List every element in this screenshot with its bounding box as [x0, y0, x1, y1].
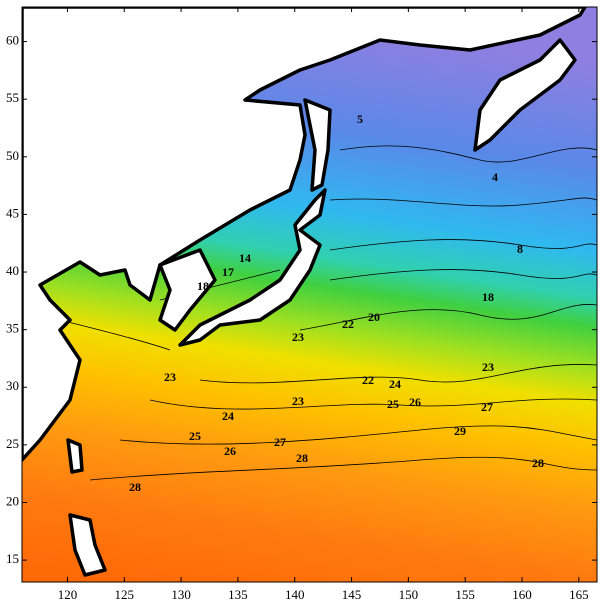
y-tick-label: 40: [6, 263, 19, 278]
contour-label: 25: [189, 429, 201, 443]
contour-label: 18: [482, 290, 494, 304]
x-tick-label: 130: [171, 587, 191, 602]
contour-label: 28: [532, 456, 544, 470]
kamchatka: [473, 38, 577, 152]
y-tick-label: 35: [6, 321, 19, 336]
contour-label: 28: [129, 480, 141, 494]
sakhalin: [303, 98, 332, 192]
x-tick-label: 155: [455, 587, 475, 602]
contour-label: 26: [409, 395, 421, 409]
x-tick-label: 135: [228, 587, 248, 602]
axes: 120 125 130 135 140 145 150 155 160 1651520253035…: [6, 7, 597, 602]
contours: [59, 145, 597, 481]
contour-label: 18: [197, 279, 209, 293]
contour-label: 14: [239, 251, 251, 265]
y-tick-label: 25: [6, 436, 19, 451]
contour-label: 26: [224, 444, 236, 458]
contour-label: 22: [362, 373, 374, 387]
contour-label: 25: [387, 397, 399, 411]
japan: [178, 188, 327, 347]
asia: [22, 7, 587, 462]
y-tick-label: 30: [6, 378, 19, 393]
contour-label: 5: [357, 112, 363, 126]
y-tick-label: 20: [6, 493, 19, 508]
y-tick-label: 50: [6, 148, 19, 163]
contour-label: 24: [222, 409, 234, 423]
contour-label: 29: [454, 424, 466, 438]
x-tick-label: 125: [115, 587, 135, 602]
philippines: [68, 513, 107, 577]
contour-label: 20: [368, 310, 380, 324]
x-tick-label: 120: [58, 587, 78, 602]
contour-label: 27: [274, 435, 286, 449]
contour-label: 4: [492, 170, 498, 184]
y-tick-label: 55: [6, 90, 19, 105]
y-tick-label: 15: [6, 551, 19, 566]
x-tick-label: 145: [342, 587, 362, 602]
contour-label: 24: [389, 377, 401, 391]
plot-area: 23 22 20 22 23 24 25 26 27 23 24 25 26 27 28 29 28 28 18 14…: [22, 7, 597, 582]
contour-label: 8: [517, 242, 523, 256]
korea: [158, 248, 217, 332]
x-tick-label: 150: [399, 587, 419, 602]
y-tick-label: 45: [6, 205, 19, 220]
taiwan: [66, 438, 84, 474]
x-tick-label: 165: [569, 587, 589, 602]
x-tick-label: 140: [285, 587, 305, 602]
contour-label: 28: [296, 451, 308, 465]
x-tick-label: 160: [512, 587, 532, 602]
y-tick-label: 60: [6, 33, 19, 48]
land: [22, 7, 587, 577]
contour-label: 27: [481, 400, 493, 414]
contour-label: 17: [222, 265, 234, 279]
contour-label: 23: [292, 330, 304, 344]
contour-label: 23: [164, 370, 176, 384]
frame: [21, 6, 598, 583]
contour-label: 23: [292, 394, 304, 408]
contour-labels: 23 22 20 22 23 24 25 26 27 23 24 25 26 27 28 29 28 28 18 14…: [129, 112, 544, 494]
contour-label: 22: [342, 317, 354, 331]
contour-label: 23: [482, 360, 494, 374]
